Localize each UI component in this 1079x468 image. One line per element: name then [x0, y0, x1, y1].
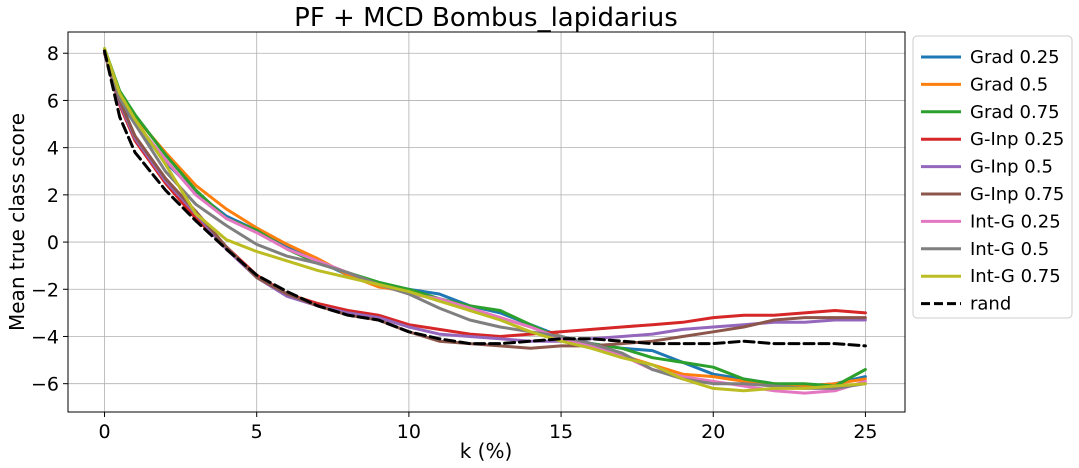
x-tick-label: 25	[853, 421, 877, 443]
legend-label-4: G-Inp 0.5	[970, 157, 1053, 178]
plot-frame	[67, 31, 906, 413]
legend-label-2: Grad 0.75	[970, 102, 1060, 123]
x-axis-label: k (%)	[460, 439, 513, 463]
x-tick-label: 5	[251, 421, 263, 443]
x-tick-label: 20	[701, 421, 725, 443]
series-lines	[103, 47, 867, 395]
y-tick-label: 4	[47, 138, 59, 160]
series-line-9	[103, 49, 867, 348]
grid	[68, 32, 905, 412]
series-line-2	[103, 47, 867, 388]
legend-label-9: rand	[970, 294, 1011, 315]
x-tick-label: 15	[549, 421, 573, 443]
chart-title: PF + MCD Bombus_lapidarius	[294, 3, 678, 33]
series-line-7	[103, 49, 867, 390]
legend-label-7: Int-G 0.5	[970, 239, 1049, 260]
legend-label-1: Grad 0.5	[970, 74, 1048, 95]
y-tick-label: −6	[31, 374, 59, 396]
legend-label-0: Grad 0.25	[970, 47, 1060, 68]
axis-ticks: 0 5 10 15 20 25 −6 −4 −2 0 2 4 6 8	[31, 43, 878, 443]
series-line-4	[103, 51, 867, 343]
x-tick-label: 10	[397, 421, 421, 443]
y-axis-label: Mean true class score	[5, 113, 29, 331]
series-line-8	[103, 47, 867, 393]
y-tick-label: −2	[31, 279, 59, 301]
y-tick-label: 6	[47, 90, 59, 112]
series-line-3	[103, 51, 867, 338]
legend-label-6: Int-G 0.25	[970, 211, 1061, 232]
series-line-5	[103, 51, 867, 350]
y-tick-label: −4	[31, 326, 59, 348]
y-tick-label: 0	[47, 232, 59, 254]
legend-label-3: G-Inp 0.25	[970, 129, 1064, 150]
legend-label-5: G-Inp 0.75	[970, 184, 1064, 205]
legend-label-8: Int-G 0.75	[970, 266, 1061, 287]
x-tick-label: 0	[98, 421, 110, 443]
y-tick-label: 2	[47, 185, 59, 207]
y-tick-label: 8	[47, 43, 59, 65]
legend: Grad 0.25 Grad 0.5 Grad 0.75 G-Inp 0.25 G-In…	[912, 35, 1073, 319]
